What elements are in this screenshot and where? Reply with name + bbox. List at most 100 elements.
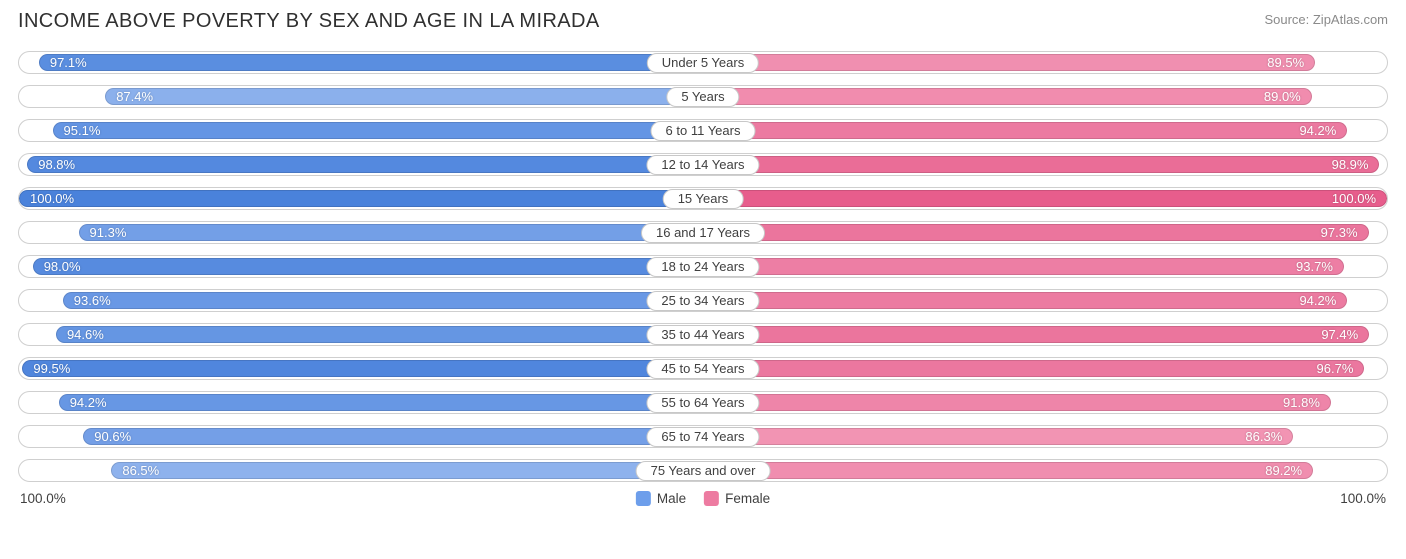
female-bar: 93.7% [703,258,1344,275]
female-track: 94.2% [703,290,1387,311]
chart-title: INCOME ABOVE POVERTY BY SEX AND AGE IN L… [18,10,600,33]
female-value: 91.8% [1273,395,1330,410]
female-bar: 97.3% [703,224,1369,241]
female-bar: 89.0% [703,88,1312,105]
male-value: 93.6% [64,293,121,308]
female-bar: 89.2% [703,462,1313,479]
category-label: 45 to 54 Years [646,359,759,379]
male-value: 98.8% [28,157,85,172]
female-value: 89.5% [1257,55,1314,70]
chart-row: 90.6% 86.3% 65 to 74 Years [18,425,1388,448]
female-value: 100.0% [1322,191,1386,206]
male-value: 98.0% [34,259,91,274]
category-label: 25 to 34 Years [646,291,759,311]
category-label: 16 and 17 Years [641,223,765,243]
chart-area: 97.1% 89.5% Under 5 Years 87.4% 89.0% 5 Years… [18,51,1388,482]
female-bar: 98.9% [703,156,1379,173]
female-track: 86.3% [703,426,1387,447]
female-value: 98.9% [1322,157,1379,172]
male-track: 86.5% [19,460,703,481]
male-value: 90.6% [84,429,141,444]
category-label: 5 Years [666,87,739,107]
female-bar: 94.2% [703,292,1347,309]
chart-source: Source: ZipAtlas.com [1264,12,1388,27]
legend-female-label: Female [725,491,770,506]
male-track: 98.0% [19,256,703,277]
chart-row: 91.3% 97.3% 16 and 17 Years [18,221,1388,244]
female-track: 97.3% [703,222,1387,243]
category-label: 18 to 24 Years [646,257,759,277]
female-value: 96.7% [1307,361,1364,376]
female-bar: 94.2% [703,122,1347,139]
male-bar: 86.5% [111,462,703,479]
male-bar: 94.2% [59,394,703,411]
male-bar: 87.4% [105,88,703,105]
legend-male: Male [636,491,686,506]
female-value: 97.3% [1311,225,1368,240]
female-bar: 97.4% [703,326,1369,343]
male-value: 86.5% [112,463,169,478]
category-label: 12 to 14 Years [646,155,759,175]
male-track: 99.5% [19,358,703,379]
legend-male-swatch [636,491,651,506]
chart-row: 99.5% 96.7% 45 to 54 Years [18,357,1388,380]
female-value: 94.2% [1289,293,1346,308]
female-bar: 96.7% [703,360,1364,377]
legend-male-label: Male [657,491,686,506]
female-value: 89.0% [1254,89,1311,104]
male-track: 90.6% [19,426,703,447]
chart-row: 94.6% 97.4% 35 to 44 Years [18,323,1388,346]
male-value: 87.4% [106,89,163,104]
male-value: 97.1% [40,55,97,70]
male-track: 91.3% [19,222,703,243]
male-bar: 97.1% [39,54,703,71]
chart-row: 98.0% 93.7% 18 to 24 Years [18,255,1388,278]
chart-header: INCOME ABOVE POVERTY BY SEX AND AGE IN L… [18,10,1388,33]
female-track: 89.5% [703,52,1387,73]
female-bar: 100.0% [703,190,1387,207]
category-label: Under 5 Years [647,53,759,73]
male-track: 97.1% [19,52,703,73]
female-track: 91.8% [703,392,1387,413]
female-value: 86.3% [1235,429,1292,444]
male-bar: 91.3% [79,224,703,241]
male-bar: 94.6% [56,326,703,343]
female-bar: 86.3% [703,428,1293,445]
female-track: 98.9% [703,154,1387,175]
male-bar: 98.8% [27,156,703,173]
chart-row: 93.6% 94.2% 25 to 34 Years [18,289,1388,312]
legend-female-swatch [704,491,719,506]
category-label: 75 Years and over [636,461,771,481]
female-track: 89.2% [703,460,1387,481]
category-label: 15 Years [663,189,744,209]
female-track: 93.7% [703,256,1387,277]
male-track: 100.0% [19,188,703,209]
axis-left-label: 100.0% [20,491,66,506]
category-label: 35 to 44 Years [646,325,759,345]
male-track: 94.2% [19,392,703,413]
male-value: 91.3% [80,225,137,240]
female-value: 93.7% [1286,259,1343,274]
chart-row: 100.0%100.0%15 Years [18,187,1388,210]
male-bar: 100.0% [19,190,703,207]
female-track: 94.2% [703,120,1387,141]
chart-row: 87.4% 89.0% 5 Years [18,85,1388,108]
axis-right-label: 100.0% [1340,491,1386,506]
chart-container: INCOME ABOVE POVERTY BY SEX AND AGE IN L… [0,0,1406,559]
chart-row: 97.1% 89.5% Under 5 Years [18,51,1388,74]
female-value: 97.4% [1311,327,1368,342]
male-track: 98.8% [19,154,703,175]
category-label: 6 to 11 Years [651,121,756,141]
male-track: 94.6% [19,324,703,345]
category-label: 65 to 74 Years [646,427,759,447]
chart-row: 86.5% 89.2% 75 Years and over [18,459,1388,482]
legend: Male Female [636,491,770,506]
male-value: 94.2% [60,395,117,410]
chart-row: 98.8% 98.9% 12 to 14 Years [18,153,1388,176]
male-track: 87.4% [19,86,703,107]
female-track: 100.0% [703,188,1387,209]
male-value: 99.5% [23,361,80,376]
female-value: 89.2% [1255,463,1312,478]
chart-row: 94.2%91.8%55 to 64 Years [18,391,1388,414]
female-track: 89.0% [703,86,1387,107]
